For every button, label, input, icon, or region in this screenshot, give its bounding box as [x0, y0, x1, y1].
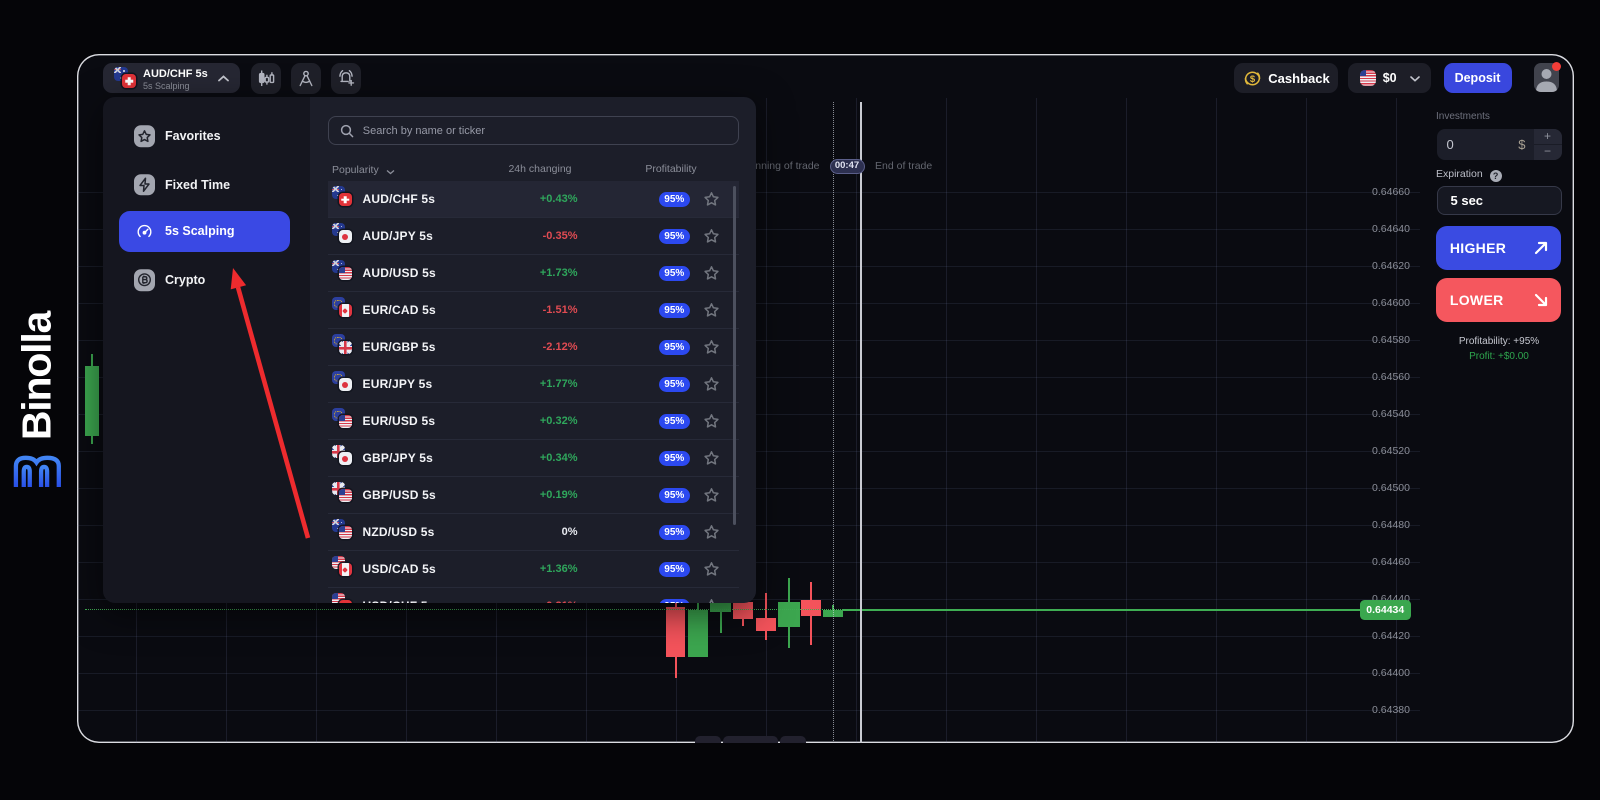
svg-text:$: $	[1250, 74, 1256, 85]
